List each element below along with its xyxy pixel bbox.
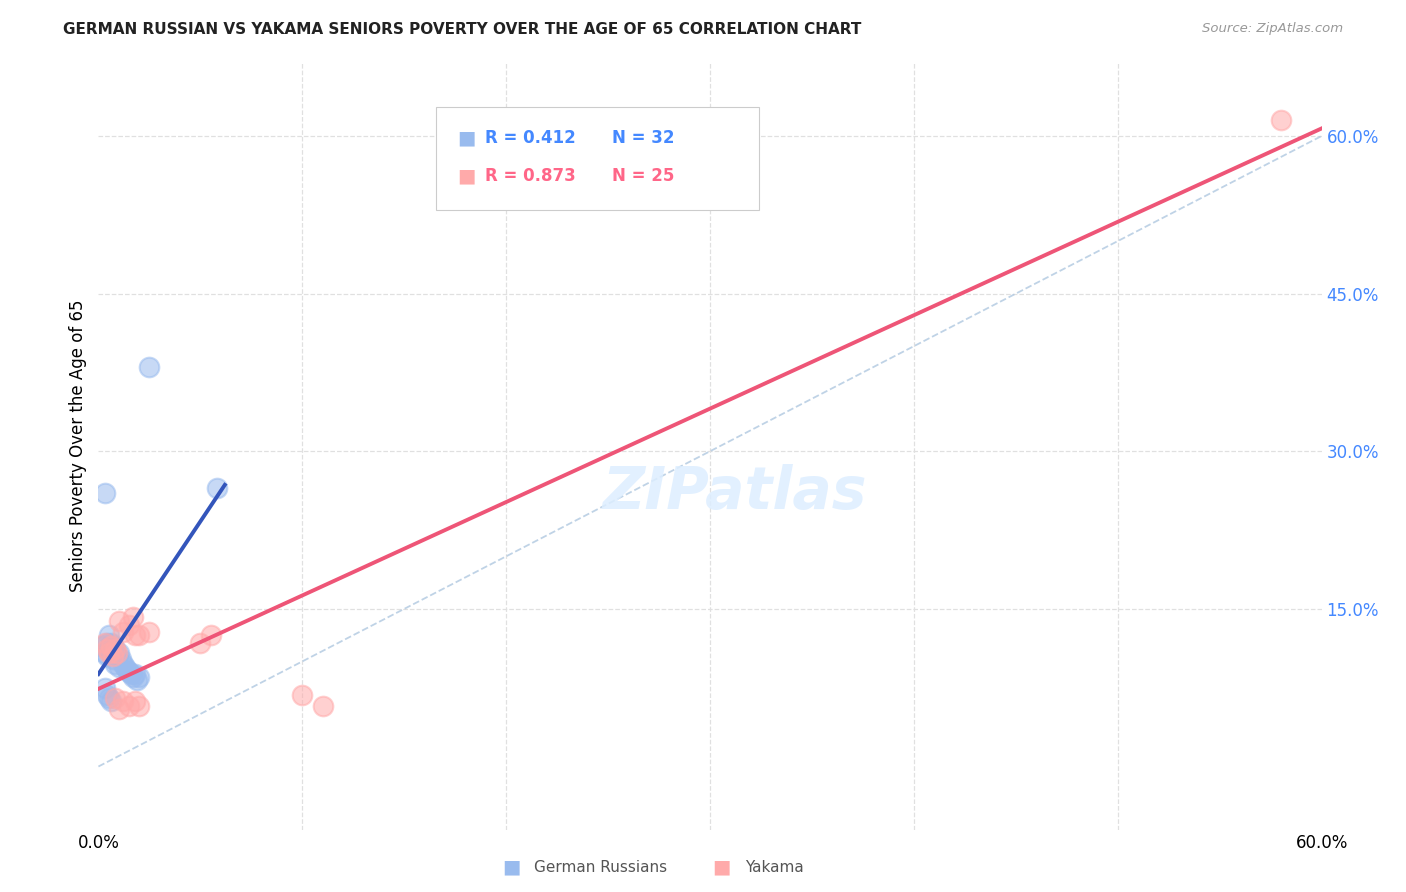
Point [124, 667, 146, 681]
Point [118, 665, 141, 679]
Text: N = 32: N = 32 [612, 129, 673, 147]
Point [97, 641, 120, 656]
Point [111, 625, 134, 640]
Point [100, 694, 122, 708]
Point [128, 628, 150, 642]
Point [188, 635, 212, 649]
Point [291, 688, 314, 702]
Point [124, 694, 146, 708]
Point [97, 646, 120, 660]
Text: Yakama: Yakama [745, 860, 804, 874]
Point [93, 646, 115, 660]
Point [100, 639, 122, 653]
Point [93, 635, 115, 649]
Point [100, 635, 122, 649]
Y-axis label: Seniors Poverty Over the Age of 65: Seniors Poverty Over the Age of 65 [69, 300, 87, 592]
Point [104, 641, 127, 656]
Text: Source: ZipAtlas.com: Source: ZipAtlas.com [1202, 22, 1343, 36]
Text: ■: ■ [713, 857, 731, 877]
Text: ZIPatlas: ZIPatlas [602, 464, 866, 521]
Point [91, 639, 114, 653]
Point [122, 610, 145, 624]
Point [111, 657, 134, 671]
Text: ■: ■ [502, 857, 520, 877]
Point [114, 659, 136, 673]
Point [118, 617, 141, 632]
Point [138, 625, 160, 640]
Point [124, 628, 146, 642]
Point [138, 360, 160, 375]
Text: German Russians: German Russians [534, 860, 668, 874]
Point [128, 698, 150, 713]
Point [118, 698, 141, 713]
Point [93, 681, 115, 695]
Point [105, 646, 128, 660]
Point [96, 649, 118, 664]
Point [96, 635, 118, 649]
Point [96, 688, 118, 702]
Text: ■: ■ [457, 128, 475, 148]
Point [127, 673, 149, 688]
Point [104, 641, 127, 656]
Point [101, 652, 124, 666]
Point [108, 615, 131, 629]
Point [96, 641, 118, 656]
Point [101, 649, 124, 664]
Text: ■: ■ [457, 166, 475, 186]
Point [97, 628, 120, 642]
Text: GERMAN RUSSIAN VS YAKAMA SENIORS POVERTY OVER THE AGE OF 65 CORRELATION CHART: GERMAN RUSSIAN VS YAKAMA SENIORS POVERTY… [63, 22, 862, 37]
Point [111, 694, 134, 708]
Point [101, 639, 124, 653]
Point [122, 670, 145, 684]
Point [104, 657, 127, 671]
Point [120, 667, 142, 681]
Point [205, 481, 228, 495]
Text: R = 0.873: R = 0.873 [485, 167, 576, 185]
Text: N = 25: N = 25 [612, 167, 673, 185]
Point [100, 646, 122, 660]
Point [108, 702, 131, 716]
Point [115, 663, 138, 677]
Point [93, 486, 115, 500]
Point [105, 649, 128, 664]
Point [110, 652, 132, 666]
Point [108, 659, 131, 673]
Point [312, 698, 335, 713]
Point [1270, 113, 1292, 128]
Point [128, 670, 150, 684]
Point [108, 646, 131, 660]
Text: R = 0.412: R = 0.412 [485, 129, 576, 147]
Point [97, 691, 120, 706]
Point [104, 691, 127, 706]
Point [200, 628, 222, 642]
